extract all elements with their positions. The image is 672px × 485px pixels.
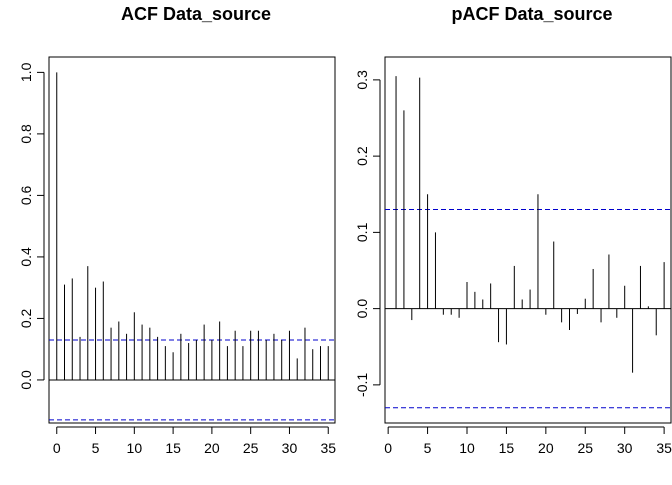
pacf-x-tick-label: 25 [577,440,593,456]
pacf-y-tick-label: 0.3 [354,70,370,90]
acf-y-tick-label: 0.4 [18,247,34,267]
acf-x-tick-label: 25 [243,440,259,456]
pacf-y-tick-label: 0.1 [354,222,370,242]
pacf-plot-frame [384,56,672,424]
pacf-x-tick-label: 30 [617,440,633,456]
pacf-x-tick-label: 20 [538,440,554,456]
acf-y-tick-label: 0.0 [18,370,34,390]
pacf-y-tick-label: -0.1 [354,373,370,397]
acf-x-tick-label: 15 [165,440,181,456]
pacf-y-tick-label: 0.0 [354,299,370,319]
acf-y-tick-label: 0.2 [18,308,34,328]
acf-y-tick-label: 1.0 [18,62,34,82]
acf-title: ACF Data_source [121,4,271,24]
pacf-panel: pACF Data_source 0 5 10 15 20 25 30 35 -0.1 0.0 0.… [354,4,672,456]
acf-x-tick-label: 20 [204,440,220,456]
pacf-y-tick-label: 0.2 [354,146,370,166]
acf-y-tick-label: 0.8 [18,124,34,144]
acf-x-tick-label: 35 [320,440,336,456]
acf-plot-frame [48,56,336,424]
acf-x-tick-label: 10 [127,440,143,456]
pacf-x-tick-label: 5 [424,440,432,456]
acf-panel: ACF Data_source 0 5 10 15 20 25 30 35 0.0 0.2 0.4 0… [18,4,336,456]
pacf-x-tick-label: 15 [499,440,515,456]
pacf-title: pACF Data_source [451,4,612,24]
pacf-x-tick-label: 0 [384,440,392,456]
pacf-x-tick-label: 35 [656,440,672,456]
acf-x-tick-label: 30 [282,440,298,456]
acf-y-tick-label: 0.6 [18,185,34,205]
pacf-x-tick-label: 10 [459,440,475,456]
acf-x-tick-label: 5 [92,440,100,456]
acf-x-tick-label: 0 [53,440,61,456]
